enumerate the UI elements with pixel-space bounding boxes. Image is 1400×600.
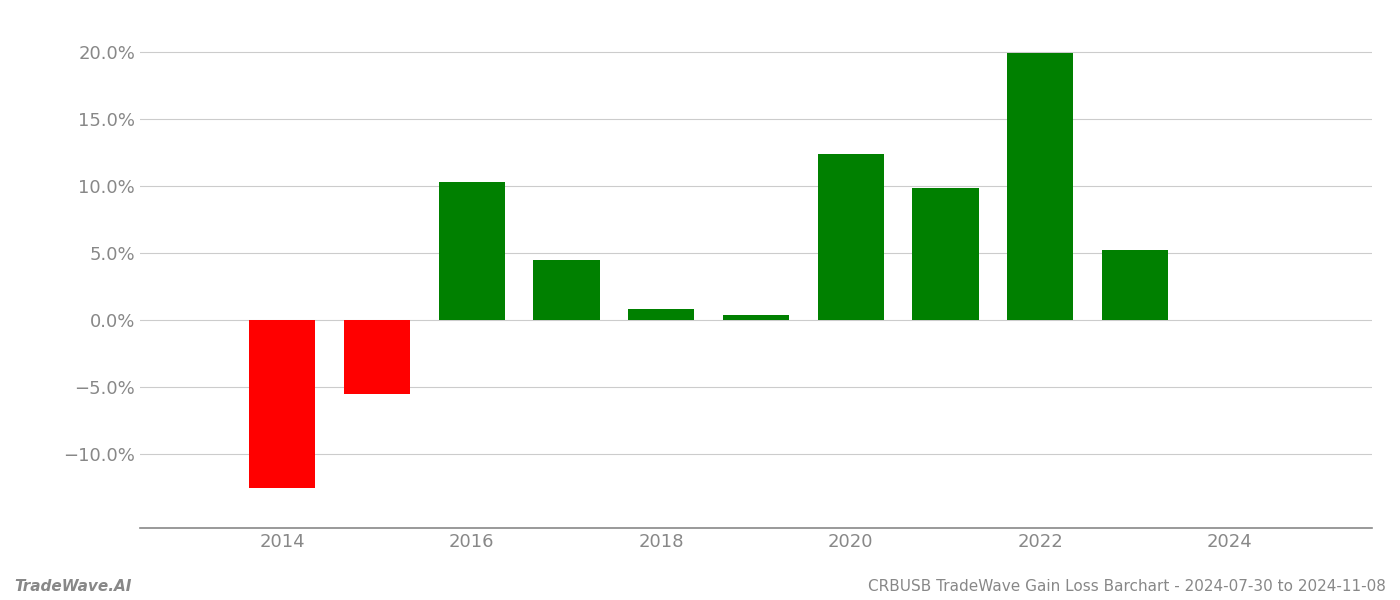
Bar [913,188,979,320]
Bar [1007,53,1074,320]
Bar [533,260,599,320]
Bar [722,314,790,320]
Bar [818,154,883,320]
Bar [344,320,410,394]
Text: TradeWave.AI: TradeWave.AI [14,579,132,594]
Bar [438,182,505,320]
Text: CRBUSB TradeWave Gain Loss Barchart - 2024-07-30 to 2024-11-08: CRBUSB TradeWave Gain Loss Barchart - 20… [868,579,1386,594]
Bar [629,309,694,320]
Bar [249,320,315,488]
Bar [1102,250,1168,320]
